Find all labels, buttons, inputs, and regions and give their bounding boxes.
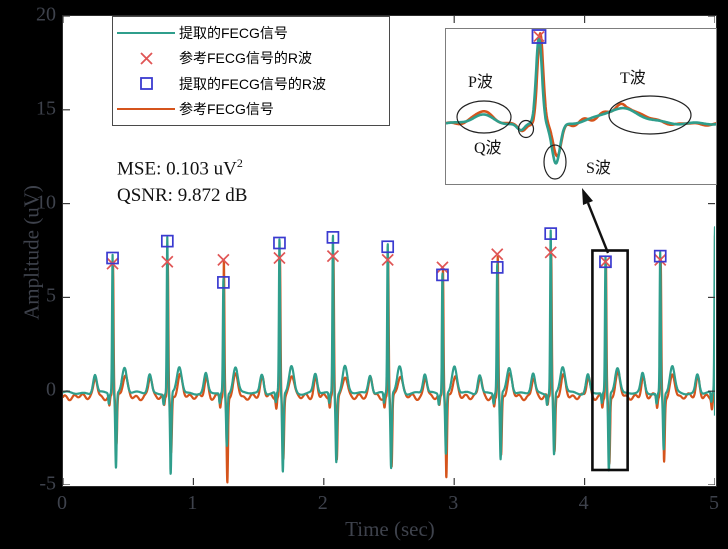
legend-item-reference-signal: 参考FECG信号 — [113, 97, 389, 121]
extracted-rwave-square-marker — [273, 236, 286, 250]
t-wave-ellipse — [608, 95, 692, 135]
teal-line-swatch — [113, 31, 179, 34]
reference-rwave-x-marker — [599, 255, 612, 268]
mse-value: MSE: 0.103 uV2 — [117, 156, 243, 180]
extracted-rwave-square-marker — [326, 231, 340, 244]
q-wave-circle — [517, 119, 535, 139]
x-axis-label: Time (sec) — [345, 517, 435, 541]
y-tick-label: 20 — [36, 3, 56, 26]
y-tick-label: 10 — [36, 191, 56, 214]
legend-item-reference-rwave: 参考FECG信号的R波 — [113, 46, 389, 70]
inset-extracted-rwave-square-marker — [531, 29, 547, 44]
inset-arrow-line — [586, 202, 610, 254]
extracted-rwave-square-marker — [544, 227, 558, 240]
x-marker-icon — [113, 51, 179, 66]
inset-reference-trace — [446, 32, 716, 158]
extracted-rwave-square-marker — [599, 255, 612, 269]
p-wave-ellipse — [456, 100, 512, 134]
inset-reference-rwave-x-marker — [533, 30, 545, 43]
legend-item-extracted-rwave: 提取的FECG信号的R波 — [113, 72, 389, 96]
extracted-rwave-square-marker — [106, 251, 119, 265]
square-marker-icon — [113, 76, 179, 91]
legend: 提取的FECG信号 参考FECG信号的R波 提取的FECG信号的R波 参考FEC… — [112, 16, 390, 126]
extracted-rwave-square-marker — [436, 268, 449, 282]
y-tick-label: 5 — [46, 284, 56, 307]
metrics-annotation: MSE: 0.103 uV2 QSNR: 9.872 dB — [117, 150, 247, 209]
extracted-rwave-square-marker — [490, 261, 504, 274]
extracted-rwave-square-marker — [160, 234, 174, 248]
y-tick-label: 15 — [36, 97, 56, 120]
inset-arrow-head — [582, 188, 593, 205]
reference-rwave-x-marker — [326, 250, 340, 263]
q-wave-label: Q波 — [474, 139, 502, 157]
t-wave-label: T波 — [620, 69, 646, 87]
reference-rwave-x-marker — [491, 248, 504, 261]
x-tick-label: 3 — [448, 492, 459, 514]
s-wave-ellipse — [543, 144, 567, 180]
extracted-fecg-trace — [63, 226, 715, 475]
inset-zoom-panel: P波 Q波 S波 T波 — [445, 28, 717, 185]
y-axis-label: Amplitude (uV) — [19, 185, 44, 320]
y-tick-label: 0 — [46, 378, 56, 401]
p-wave-label: P波 — [468, 73, 493, 91]
orange-line-swatch — [113, 108, 179, 111]
reference-rwave-x-marker — [436, 261, 449, 274]
inset-chart-svg: P波 Q波 S波 T波 — [446, 29, 716, 180]
extracted-rwave-square-marker — [653, 249, 667, 263]
reference-rwave-x-marker — [273, 251, 286, 265]
legend-item-extracted-signal: 提取的FECG信号 — [113, 21, 389, 45]
legend-label: 参考FECG信号的R波 — [179, 50, 312, 67]
reference-rwave-x-marker — [544, 246, 557, 259]
x-tick-label: 1 — [187, 492, 198, 514]
extracted-rwave-square-marker — [381, 240, 395, 254]
y-tick-label: -5 — [39, 472, 56, 495]
reference-rwave-x-marker — [161, 255, 174, 268]
x-tick-label: 4 — [578, 492, 589, 514]
legend-label: 参考FECG信号 — [179, 101, 274, 118]
reference-rwave-x-marker — [217, 253, 230, 266]
legend-label: 提取的FECG信号 — [179, 24, 288, 41]
highlight-rectangle — [591, 249, 629, 472]
legend-label: 提取的FECG信号的R波 — [179, 75, 326, 92]
inset-extracted-trace — [446, 36, 716, 165]
main-chart-svg — [63, 16, 715, 485]
qsnr-value: QSNR: 9.872 dB — [117, 185, 248, 207]
x-tick-label: 0 — [57, 492, 67, 514]
x-tick-label: 2 — [317, 492, 328, 514]
s-wave-label: S波 — [586, 159, 611, 177]
reference-rwave-x-marker — [654, 253, 667, 266]
extracted-rwave-square-marker — [217, 276, 230, 289]
reference-rwave-x-marker — [381, 253, 394, 266]
x-tick-label: 5 — [709, 492, 719, 514]
